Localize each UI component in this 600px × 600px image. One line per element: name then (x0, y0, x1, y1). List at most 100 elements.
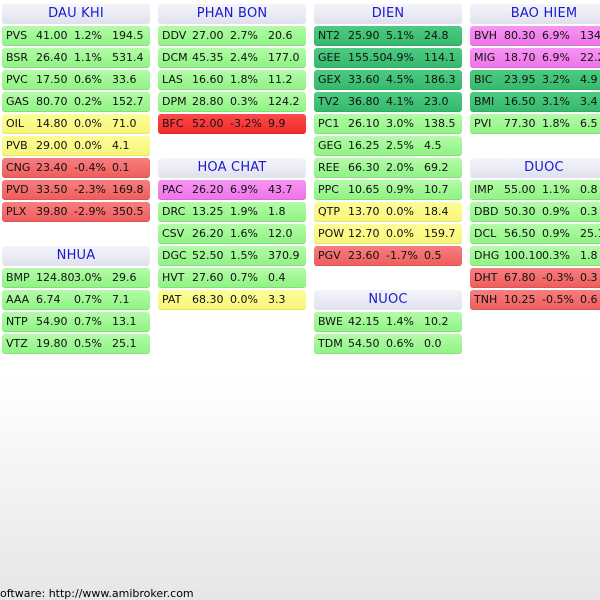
stock-change: -2.9% (74, 205, 106, 218)
stock-row-gas[interactable]: GAS 80.70 0.2% 152.7 (2, 92, 150, 112)
stock-row-hvt[interactable]: HVT 27.60 0.7% 0.4 (158, 268, 306, 288)
stock-row-dbd[interactable]: DBD 50.30 0.9% 0.3 (470, 202, 600, 222)
stock-volume: 370.9 (268, 249, 300, 262)
stock-volume: 0.3 (580, 205, 598, 218)
stock-row-gex[interactable]: GEX 33.60 4.5% 186.3 (314, 70, 462, 90)
stock-volume: 186.3 (424, 73, 456, 86)
stock-row-ntp[interactable]: NTP 54.90 0.7% 13.1 (2, 312, 150, 332)
stock-volume: 29.6 (112, 271, 137, 284)
stock-volume: 69.2 (424, 161, 449, 174)
stock-symbol: PVS (6, 29, 28, 42)
stock-symbol: NT2 (318, 29, 340, 42)
stock-row-bsr[interactable]: BSR 26.40 1.1% 531.4 (2, 48, 150, 68)
stock-symbol: BSR (6, 51, 28, 64)
stock-symbol: DGC (162, 249, 187, 262)
stock-symbol: PLX (6, 205, 27, 218)
stock-symbol: CSV (162, 227, 185, 240)
stock-row-ree[interactable]: REE 66.30 2.0% 69.2 (314, 158, 462, 178)
stock-row-vtz[interactable]: VTZ 19.80 0.5% 25.1 (2, 334, 150, 354)
stock-row-bvh[interactable]: BVH 80.30 6.9% 134 (470, 26, 600, 46)
stock-change: 1.1% (74, 51, 102, 64)
stock-volume: 9.9 (268, 117, 286, 130)
stock-row-dpm[interactable]: DPM 28.80 0.3% 124.2 (158, 92, 306, 112)
stock-row-bmp[interactable]: BMP 124.80 3.0% 29.6 (2, 268, 150, 288)
stock-row-pvi[interactable]: PVI 77.30 1.8% 6.5 (470, 114, 600, 134)
stock-volume: 0.6 (580, 293, 598, 306)
stock-row-las[interactable]: LAS 16.60 1.8% 11.2 (158, 70, 306, 90)
stock-row-dhg[interactable]: DHG 100.10 0.3% 1.8 (470, 246, 600, 266)
stock-price: 67.80 (504, 271, 536, 284)
column-1: DAU KHI PVS 41.00 1.2% 194.5 BSR 26.40 1.1% 53… (2, 4, 150, 356)
stock-symbol: BMI (474, 95, 495, 108)
stock-row-tnh[interactable]: TNH 10.25 -0.5% 0.6 (470, 290, 600, 310)
stock-change: 0.6% (74, 73, 102, 86)
stock-symbol: GAS (6, 95, 30, 108)
stock-row-pat[interactable]: PAT 68.30 0.0% 3.3 (158, 290, 306, 310)
stock-row-mig[interactable]: MIG 18.70 6.9% 22.2 (470, 48, 600, 68)
stock-volume: 4.5 (424, 139, 442, 152)
stock-row-oil[interactable]: OIL 14.80 0.0% 71.0 (2, 114, 150, 134)
stock-price: 23.40 (36, 161, 68, 174)
stock-price: 16.25 (348, 139, 380, 152)
stock-volume: 71.0 (112, 117, 137, 130)
stock-volume: 124.2 (268, 95, 300, 108)
stock-price: 10.25 (504, 293, 536, 306)
stock-row-dcl[interactable]: DCL 56.50 0.9% 25.1 (470, 224, 600, 244)
stock-symbol: HVT (162, 271, 185, 284)
stock-row-drc[interactable]: DRC 13.25 1.9% 1.8 (158, 202, 306, 222)
stock-row-geg[interactable]: GEG 16.25 2.5% 4.5 (314, 136, 462, 156)
stock-price: 45.35 (192, 51, 224, 64)
stock-row-pvb[interactable]: PVB 29.00 0.0% 4.1 (2, 136, 150, 156)
stock-row-qtp[interactable]: QTP 13.70 0.0% 18.4 (314, 202, 462, 222)
stock-row-pvs[interactable]: PVS 41.00 1.2% 194.5 (2, 26, 150, 46)
stock-volume: 138.5 (424, 117, 456, 130)
stock-row-pvc[interactable]: PVC 17.50 0.6% 33.6 (2, 70, 150, 90)
stock-volume: 3.4 (580, 95, 598, 108)
stock-symbol: MIG (474, 51, 496, 64)
stock-row-tdm[interactable]: TDM 54.50 0.6% 0.0 (314, 334, 462, 354)
stock-change: 4.5% (386, 73, 414, 86)
stock-symbol: DCL (474, 227, 497, 240)
stock-symbol: PAT (162, 293, 182, 306)
stock-row-nt2[interactable]: NT2 25.90 5.1% 24.8 (314, 26, 462, 46)
stock-row-tv2[interactable]: TV2 36.80 4.1% 23.0 (314, 92, 462, 112)
stock-row-gee[interactable]: GEE 155.50 4.9% 114.1 (314, 48, 462, 68)
stock-symbol: TDM (318, 337, 343, 350)
stock-volume: 12.0 (268, 227, 293, 240)
stock-row-bwe[interactable]: BWE 42.15 1.4% 10.2 (314, 312, 462, 332)
stock-row-pow[interactable]: POW 12.70 0.0% 159.7 (314, 224, 462, 244)
stock-change: 0.0% (386, 205, 414, 218)
stock-row-plx[interactable]: PLX 39.80 -2.9% 350.5 (2, 202, 150, 222)
stock-row-bic[interactable]: BIC 23.95 3.2% 4.9 (470, 70, 600, 90)
stock-row-bfc[interactable]: BFC 52.00 -3.2% 9.9 (158, 114, 306, 134)
stock-row-imp[interactable]: IMP 55.00 1.1% 0.8 (470, 180, 600, 200)
stock-row-pc1[interactable]: PC1 26.10 3.0% 138.5 (314, 114, 462, 134)
stock-row-dht[interactable]: DHT 67.80 -0.3% 0.3 (470, 268, 600, 288)
stock-row-cng[interactable]: CNG 23.40 -0.4% 0.1 (2, 158, 150, 178)
stock-price: 26.40 (36, 51, 68, 64)
stock-row-ppc[interactable]: PPC 10.65 0.9% 10.7 (314, 180, 462, 200)
stock-price: 56.50 (504, 227, 536, 240)
stock-change: 2.7% (230, 29, 258, 42)
stock-change: 0.0% (74, 117, 102, 130)
stock-volume: 4.1 (112, 139, 130, 152)
stock-row-aaa[interactable]: AAA 6.74 0.7% 7.1 (2, 290, 150, 310)
stock-change: 5.1% (386, 29, 414, 42)
stock-symbol: BIC (474, 73, 493, 86)
stock-price: 77.30 (504, 117, 536, 130)
stock-symbol: BMP (6, 271, 30, 284)
stock-row-dcm[interactable]: DCM 45.35 2.4% 177.0 (158, 48, 306, 68)
stock-price: 26.20 (192, 227, 224, 240)
stock-price: 66.30 (348, 161, 380, 174)
section-title-duoc: DUOC (470, 158, 600, 178)
stock-row-pvd[interactable]: PVD 33.50 -2.3% 169.8 (2, 180, 150, 200)
stock-row-pac[interactable]: PAC 26.20 6.9% 43.7 (158, 180, 306, 200)
stock-row-bmi[interactable]: BMI 16.50 3.1% 3.4 (470, 92, 600, 112)
stock-row-dgc[interactable]: DGC 52.50 1.5% 370.9 (158, 246, 306, 266)
stock-row-pgv[interactable]: PGV 23.60 -1.7% 0.5 (314, 246, 462, 266)
stock-row-ddv[interactable]: DDV 27.00 2.7% 20.6 (158, 26, 306, 46)
stock-price: 27.60 (192, 271, 224, 284)
stock-price: 54.90 (36, 315, 68, 328)
stock-row-csv[interactable]: CSV 26.20 1.6% 12.0 (158, 224, 306, 244)
stock-volume: 6.5 (580, 117, 598, 130)
